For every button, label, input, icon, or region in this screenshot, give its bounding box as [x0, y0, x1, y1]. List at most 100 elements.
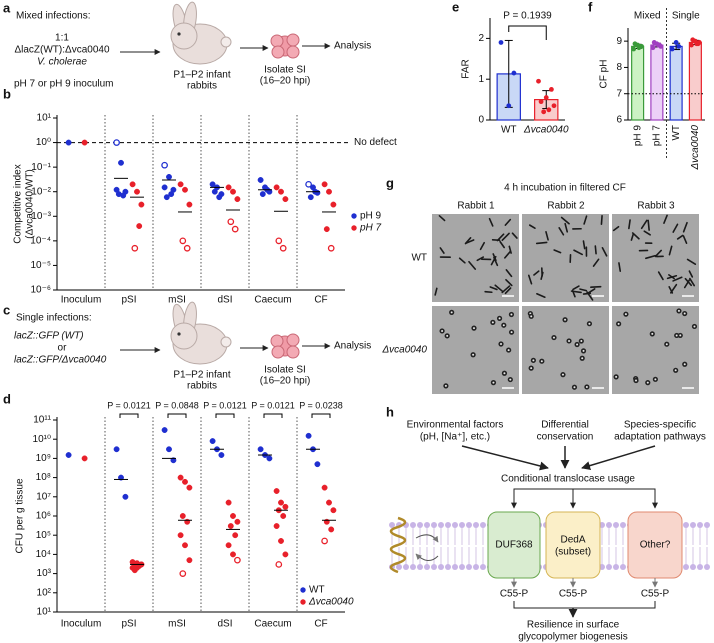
lipid-head [697, 522, 703, 528]
bar [669, 45, 683, 121]
data-point [232, 532, 239, 539]
data-point [543, 95, 549, 100]
lipid-head [620, 564, 626, 570]
heading: Single infections: [16, 313, 92, 324]
x-tick-label: Inoculum [61, 295, 102, 306]
cell-halo [581, 357, 584, 360]
cell [533, 270, 540, 276]
data-point [134, 188, 140, 195]
data-point [307, 194, 314, 201]
data-point [230, 188, 236, 195]
cell [501, 285, 511, 294]
x-tick-label: Δvca0040 [523, 125, 569, 136]
row-label: WT [411, 253, 427, 264]
y-tick-label: 10⁶ [36, 511, 51, 522]
data-point [278, 499, 284, 506]
outcome: Resilience in surface [527, 620, 620, 631]
data-point [234, 556, 241, 564]
data-point [138, 201, 145, 208]
data-point [694, 41, 700, 47]
data-point [225, 184, 232, 191]
input: (pH, [Na⁺], etc.) [420, 432, 490, 443]
data-point [227, 523, 234, 529]
cell [657, 271, 664, 281]
x-tick-label: WT [501, 125, 517, 136]
lipid-head [431, 564, 437, 570]
data-point [669, 46, 675, 52]
arrow [415, 553, 439, 561]
data-point [498, 40, 504, 45]
host: rabbits [187, 81, 217, 92]
data-point [129, 181, 136, 188]
cell [582, 240, 586, 250]
y-tick-label: 8 [616, 62, 622, 73]
cell [618, 262, 622, 272]
data-point [131, 567, 138, 574]
x-tick-label: Inoculum [61, 619, 102, 630]
bracket [119, 413, 139, 418]
cell-halo [635, 379, 638, 382]
data-point [273, 488, 280, 494]
cell [553, 249, 562, 254]
cell-halo [450, 311, 453, 314]
data-point [651, 40, 657, 45]
cell [573, 249, 583, 256]
cell [558, 227, 565, 236]
cell-halo [492, 381, 495, 384]
lipid-head [704, 522, 710, 528]
ratio: 1:1 [55, 33, 69, 44]
cell [527, 274, 533, 285]
micrograph [432, 306, 519, 394]
cell-halo [530, 315, 533, 318]
data-point [549, 87, 554, 92]
y-axis-label: (Δvca0040/WT) [25, 169, 36, 238]
data-point [278, 188, 284, 195]
lipid-head [613, 564, 619, 570]
cell [668, 245, 673, 256]
cell [488, 217, 494, 227]
y-tick-label: 0 [478, 115, 484, 126]
data-point [632, 41, 638, 47]
cell [592, 258, 600, 267]
data-point [182, 542, 188, 549]
cell [476, 256, 485, 262]
y-axis-label: FAR [461, 59, 472, 78]
data-point [118, 159, 124, 166]
panel-label: c [3, 302, 10, 317]
cell-halo [472, 327, 475, 330]
bar [688, 41, 702, 121]
title: 4 h incubation in filtered CF [504, 183, 626, 194]
lipid-head [613, 522, 619, 528]
cell-halo [679, 334, 682, 337]
lipid-head [683, 522, 689, 528]
cell-halo [510, 313, 513, 316]
cell [630, 233, 635, 241]
arrow [415, 534, 439, 543]
panel-label: f [588, 0, 593, 14]
lipid-head [396, 564, 402, 570]
cell-halo [651, 332, 654, 335]
cell-halo [503, 372, 506, 375]
cell-halo [675, 334, 678, 337]
cell [654, 249, 662, 258]
cell [672, 276, 683, 282]
y-tick-label: 10⁴ [36, 549, 51, 560]
x-tick-label: pSI [121, 619, 136, 630]
lipid-head [424, 522, 430, 528]
data-point [186, 484, 193, 491]
data-point [166, 446, 172, 453]
bracket [167, 413, 187, 418]
cell-halo [585, 385, 588, 388]
panel-label: g [386, 175, 394, 190]
data-point [282, 551, 289, 558]
cell-halo [532, 359, 535, 362]
cell [628, 219, 631, 230]
data-point [227, 218, 235, 226]
lipid-head [445, 522, 451, 528]
cell [586, 291, 594, 301]
cell [505, 278, 513, 287]
y-tick-label: 10⁵ [36, 530, 51, 541]
data-point [218, 452, 225, 458]
x-tick-label: Δvca0040 [690, 125, 701, 171]
data-point [541, 109, 547, 115]
